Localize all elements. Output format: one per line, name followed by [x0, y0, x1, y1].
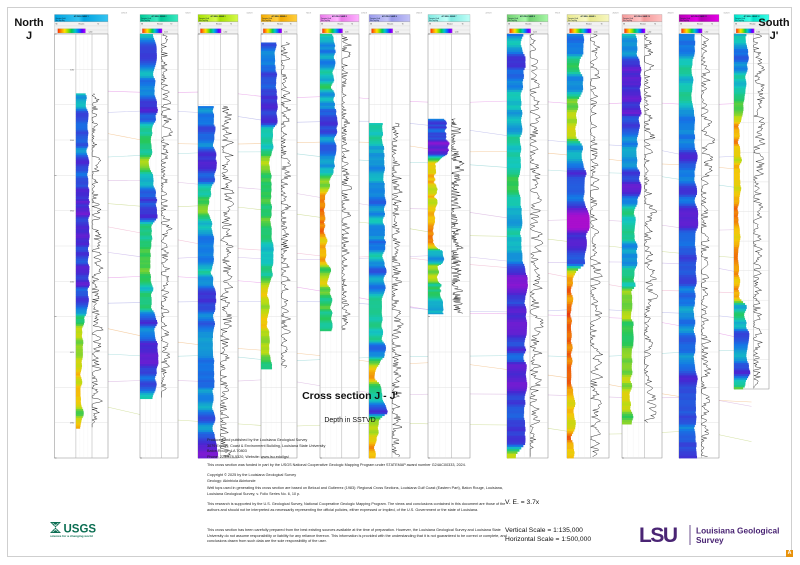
svg-text:TD: TD	[462, 24, 464, 26]
svg-text:0-150: 0-150	[164, 31, 168, 33]
svg-text:KB: KB	[429, 24, 431, 26]
svg-text:API WELL NAME 6: API WELL NAME 6	[382, 15, 397, 18]
svg-text:Sec-Twp-Rng: Sec-Twp-Rng	[199, 20, 208, 22]
svg-text:Sec-Twp-Rng: Sec-Twp-Rng	[370, 20, 379, 22]
svg-text:7000 ft: 7000 ft	[306, 11, 312, 14]
svg-text:API WELL NAME 8: API WELL NAME 8	[520, 15, 535, 18]
svg-text:Sec-Twp-Rng: Sec-Twp-Rng	[508, 20, 517, 22]
svg-text:0-150: 0-150	[395, 31, 399, 33]
svg-text:Sec-Twp-Rng: Sec-Twp-Rng	[141, 20, 150, 22]
svg-text:Survey: Survey	[696, 535, 724, 545]
svg-text:0-150: 0-150	[594, 31, 598, 33]
svg-text:Sec-Twp-Rng: Sec-Twp-Rng	[262, 20, 271, 22]
svg-text:Sec-Twp-Rng: Sec-Twp-Rng	[321, 20, 330, 22]
svg-text:0-150: 0-150	[455, 31, 459, 33]
svg-text:Sec-Twp-Rng: Sec-Twp-Rng	[56, 20, 65, 22]
svg-text:TD: TD	[351, 24, 353, 26]
svg-text:TD: TD	[170, 24, 172, 26]
svg-text:TD: TD	[601, 24, 603, 26]
svg-text:KB: KB	[141, 24, 143, 26]
svg-text:KB: KB	[56, 24, 58, 26]
svg-text:KB: KB	[623, 24, 625, 26]
svg-text:0-150: 0-150	[224, 31, 228, 33]
svg-text:KB: KB	[680, 24, 682, 26]
svg-text:28500 ft: 28500 ft	[667, 11, 674, 14]
svg-text:TD: TD	[402, 24, 404, 26]
svg-text:Sec-Twp-Rng: Sec-Twp-Rng	[568, 20, 577, 22]
svg-text:10250 ft: 10250 ft	[246, 11, 253, 14]
svg-text:4260: 4260	[70, 281, 74, 283]
svg-text:0-150: 0-150	[648, 31, 652, 33]
svg-text:KB: KB	[370, 24, 372, 26]
svg-text:9750 ft: 9750 ft	[555, 11, 561, 14]
svg-text:KB: KB	[262, 24, 264, 26]
svg-text:Sec-Twp-Rng: Sec-Twp-Rng	[429, 20, 438, 22]
svg-text:15250 ft: 15250 ft	[723, 11, 730, 14]
svg-text:4980: 4980	[70, 423, 74, 425]
svg-text:Sec-Twp-Rng: Sec-Twp-Rng	[735, 20, 744, 22]
svg-text:API WELL NAME 7: API WELL NAME 7	[442, 15, 457, 18]
svg-text:22750 ft: 22750 ft	[485, 11, 492, 14]
svg-text:KB: KB	[199, 24, 201, 26]
svg-text:TD: TD	[290, 24, 292, 26]
svg-text:TD: TD	[230, 24, 232, 26]
svg-text:KB: KB	[735, 24, 737, 26]
svg-text:9250 ft: 9250 ft	[185, 11, 191, 14]
svg-text:0-150: 0-150	[705, 31, 709, 33]
svg-text:API WELL NAME 11: API WELL NAME 11	[691, 15, 707, 18]
svg-text:Sec-Twp-Rng: Sec-Twp-Rng	[623, 20, 632, 22]
svg-text:4620: 4620	[70, 352, 74, 354]
svg-text:API WELL NAME 4: API WELL NAME 4	[272, 15, 287, 18]
svg-text:15750 ft: 15750 ft	[121, 11, 128, 14]
svg-text:3540: 3540	[70, 140, 74, 142]
svg-text:KB: KB	[508, 24, 510, 26]
svg-text:API WELL NAME 3: API WELL NAME 3	[211, 15, 226, 18]
svg-text:LSU: LSU	[639, 524, 677, 546]
svg-text:11750 ft: 11750 ft	[361, 11, 368, 14]
svg-text:KB: KB	[321, 24, 323, 26]
svg-text:Louisiana Geological: Louisiana Geological	[696, 526, 779, 536]
svg-text:TD: TD	[711, 24, 713, 26]
svg-text:Sec-Twp-Rng: Sec-Twp-Rng	[680, 20, 689, 22]
svg-text:API WELL NAME 9: API WELL NAME 9	[581, 15, 596, 18]
svg-text:API WELL NAME 10: API WELL NAME 10	[634, 15, 650, 18]
svg-text:0-150: 0-150	[89, 31, 93, 33]
svg-text:3900: 3900	[70, 211, 74, 213]
svg-text:API WELL NAME 1: API WELL NAME 1	[74, 15, 89, 18]
svg-text:0-150: 0-150	[533, 31, 537, 33]
svg-text:26250 ft: 26250 ft	[612, 11, 619, 14]
svg-text:3180: 3180	[70, 69, 74, 71]
svg-text:API WELL NAME 2: API WELL NAME 2	[152, 15, 167, 18]
svg-text:science for a changing world: science for a changing world	[50, 534, 93, 538]
svg-text:TD: TD	[654, 24, 656, 26]
svg-text:0-150: 0-150	[284, 31, 288, 33]
svg-text:0-150: 0-150	[345, 31, 349, 33]
svg-text:19000 ft: 19000 ft	[416, 11, 423, 14]
svg-text:TD: TD	[540, 24, 542, 26]
svg-text:KB: KB	[568, 24, 570, 26]
svg-text:TD: TD	[97, 24, 99, 26]
svg-text:API WELL NAME 5: API WELL NAME 5	[332, 15, 347, 18]
